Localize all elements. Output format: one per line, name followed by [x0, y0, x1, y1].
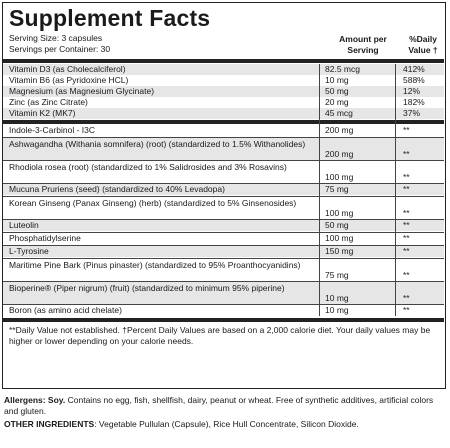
ingredient-dv: **: [403, 293, 410, 303]
nutrient-amount: 10 mg: [325, 75, 349, 85]
allergens-statement: Allergens: Soy. Contains no egg, fish, s…: [4, 395, 448, 417]
ingredient-dv: **: [403, 172, 410, 182]
header-divider: [3, 59, 444, 63]
ingredient-amount: 75 mg: [325, 270, 349, 280]
ingredient-dv: **: [403, 270, 410, 280]
allergens-text: Contains no egg, fish, shellfish, dairy,…: [4, 395, 434, 416]
nutrient-name: Vitamin B6 (as Pyridoxine HCL): [9, 75, 129, 85]
row-divider: [3, 160, 444, 161]
ingredient-dv: **: [403, 220, 410, 230]
other-ingredients-label: OTHER INGREDIENTS: [4, 419, 95, 429]
daily-value-header: %Daily Value †: [408, 34, 438, 55]
nutrient-dv: 182%: [403, 97, 425, 107]
supplement-facts-panel: Supplement Facts Serving Size: 3 capsule…: [2, 2, 446, 389]
ingredient-row: L-Tyrosine 150 mg **: [3, 246, 444, 257]
nutrient-amount: 20 mg: [325, 97, 349, 107]
ingredient-row: Maritime Pine Bark (Pinus pinaster) (sta…: [3, 259, 444, 281]
vitamin-row: Vitamin B6 (as Pyridoxine HCL) 10 mg 588…: [3, 75, 444, 86]
vitamin-row: Vitamin K2 (MK7) 45 mcg 37%: [3, 108, 444, 119]
ingredient-row: Ashwagandha (Withania somnifera) (root) …: [3, 138, 444, 160]
ingredient-name: Indole-3-Carbinol - I3C: [9, 125, 95, 135]
nutrient-name: Magnesium (as Magnesium Glycinate): [9, 86, 155, 96]
row-divider: [3, 281, 444, 282]
nutrient-amount: 82.5 mcg: [325, 64, 360, 74]
vitamin-row: Zinc (as Zinc Citrate) 20 mg 182%: [3, 97, 444, 108]
ingredient-dv: **: [403, 246, 410, 256]
nutrient-amount: 50 mg: [325, 86, 349, 96]
nutrient-dv: 37%: [403, 108, 421, 118]
nutrient-dv: 12%: [403, 86, 421, 96]
ingredient-dv: **: [403, 305, 410, 315]
row-divider: [3, 219, 444, 220]
ingredient-row: Bioperine® (Piper nigrum) (fruit) (stand…: [3, 282, 444, 304]
row-divider: [3, 196, 444, 197]
ingredient-row: Boron (as amino acid chelate) 10 mg **: [3, 305, 444, 316]
section-divider: [3, 120, 444, 124]
vitamin-row: Magnesium (as Magnesium Glycinate) 50 mg…: [3, 86, 444, 97]
ingredient-dv: **: [403, 125, 410, 135]
ingredient-row: Luteolin 50 mg **: [3, 220, 444, 231]
servings-per-container: Servings per Container: 30: [9, 44, 111, 54]
ingredient-amount: 100 mg: [325, 233, 354, 243]
ingredient-amount: 200 mg: [325, 125, 354, 135]
row-divider: [3, 258, 444, 259]
row-divider: [3, 304, 444, 305]
column-divider: [395, 64, 396, 316]
ingredient-amount: 200 mg: [325, 149, 354, 159]
ingredient-dv: **: [403, 184, 410, 194]
ingredient-dv: **: [403, 233, 410, 243]
ingredient-name: Rhodiola rosea (root) (standardized to 1…: [9, 162, 287, 172]
row-divider: [3, 245, 444, 246]
ingredient-amount: 50 mg: [325, 220, 349, 230]
footer-divider: [3, 318, 444, 322]
nutrient-dv: 588%: [403, 75, 425, 85]
row-divider: [3, 232, 444, 233]
nutrient-amount: 45 mcg: [325, 108, 353, 118]
ingredient-row: Indole-3-Carbinol - I3C 200 mg **: [3, 125, 444, 136]
vitamin-row: Vitamin D3 (as Cholecalciferol) 82.5 mcg…: [3, 64, 444, 75]
row-divider: [3, 183, 444, 184]
ingredient-row: Phosphatidylserine 100 mg **: [3, 233, 444, 244]
ingredient-name: Luteolin: [9, 220, 39, 230]
ingredient-amount: 100 mg: [325, 208, 354, 218]
ingredient-amount: 10 mg: [325, 305, 349, 315]
ingredient-amount: 10 mg: [325, 293, 349, 303]
ingredient-name: Ashwagandha (Withania somnifera) (root) …: [9, 139, 306, 149]
ingredient-name: Phosphatidylserine: [9, 233, 81, 243]
nutrient-name: Zinc (as Zinc Citrate): [9, 97, 88, 107]
serving-size: Serving Size: 3 capsules: [9, 33, 103, 43]
ingredient-amount: 100 mg: [325, 172, 354, 182]
ingredient-row: Korean Ginseng (Panax Ginseng) (herb) (s…: [3, 197, 444, 219]
panel-title: Supplement Facts: [9, 5, 211, 31]
nutrient-dv: 412%: [403, 64, 425, 74]
ingredient-name: Maritime Pine Bark (Pinus pinaster) (sta…: [9, 260, 301, 270]
ingredient-amount: 150 mg: [325, 246, 354, 256]
ingredient-name: Mucuna Pruriens (seed) (standardized to …: [9, 184, 225, 194]
column-divider: [319, 64, 320, 316]
nutrient-name: Vitamin D3 (as Cholecalciferol): [9, 64, 126, 74]
allergens-label: Allergens: Soy.: [4, 395, 66, 405]
ingredient-name: Boron (as amino acid chelate): [9, 305, 122, 315]
ingredient-dv: **: [403, 208, 410, 218]
other-ingredients-text: : Vegetable Pullulan (Capsule), Rice Hul…: [94, 419, 359, 429]
row-divider: [3, 137, 444, 138]
ingredient-name: Korean Ginseng (Panax Ginseng) (herb) (s…: [9, 198, 297, 208]
amount-header: Amount per Serving: [339, 34, 387, 55]
ingredient-dv: **: [403, 149, 410, 159]
ingredient-name: L-Tyrosine: [9, 246, 49, 256]
daily-value-footnote: **Daily Value not established. †Percent …: [9, 325, 431, 346]
other-ingredients: OTHER INGREDIENTS: Vegetable Pullulan (C…: [4, 419, 448, 430]
ingredient-row: Mucuna Pruriens (seed) (standardized to …: [3, 184, 444, 195]
ingredient-name: Bioperine® (Piper nigrum) (fruit) (stand…: [9, 283, 285, 293]
ingredient-row: Rhodiola rosea (root) (standardized to 1…: [3, 161, 444, 183]
ingredient-amount: 75 mg: [325, 184, 349, 194]
nutrient-name: Vitamin K2 (MK7): [9, 108, 76, 118]
